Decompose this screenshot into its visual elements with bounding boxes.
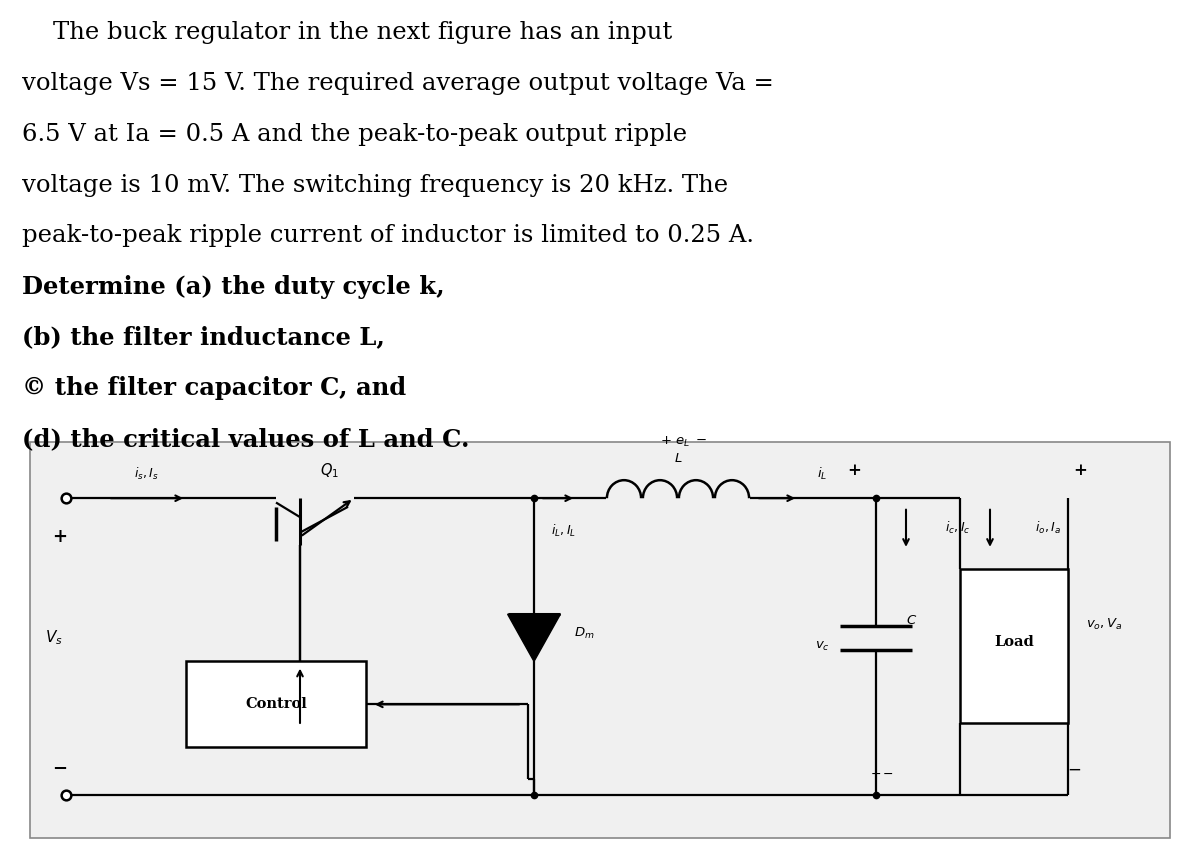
Text: $-$: $-$ [1067,760,1081,777]
Text: (b) the filter inductance L,: (b) the filter inductance L, [22,326,384,350]
Text: $i_{L}, I_{L}$: $i_{L}, I_{L}$ [552,523,576,539]
Text: © the filter capacitor C, and: © the filter capacitor C, and [22,376,406,400]
Text: $V_s$: $V_s$ [46,629,62,647]
Text: voltage is 10 mV. The switching frequency is 20 kHz. The: voltage is 10 mV. The switching frequenc… [22,174,727,197]
Text: $C$: $C$ [906,614,918,627]
Bar [30,442,1170,838]
Bar [186,661,366,747]
Text: $v_o, V_a$: $v_o, V_a$ [1086,618,1122,632]
Text: $i_c, I_c$: $i_c, I_c$ [944,521,971,536]
Text: $v_c$: $v_c$ [815,640,829,653]
Text: +: + [53,528,67,545]
Polygon shape [508,614,560,661]
Text: $Q_1$: $Q_1$ [320,461,340,480]
Text: $L$: $L$ [673,452,683,466]
Text: Control: Control [245,698,307,711]
Text: $+\ e_L\ -$: $+\ e_L\ -$ [660,436,708,449]
Text: $i_L$: $i_L$ [817,466,827,482]
Text: $--$: $--$ [870,766,894,780]
Text: peak-to-peak ripple current of inductor is limited to 0.25 A.: peak-to-peak ripple current of inductor … [22,224,754,247]
Text: −: − [53,760,67,777]
Text: 6.5 V at Ia = 0.5 A and the peak-to-peak output ripple: 6.5 V at Ia = 0.5 A and the peak-to-peak… [22,123,686,146]
Text: (d) the critical values of L and C.: (d) the critical values of L and C. [22,427,469,451]
Text: $D_m$: $D_m$ [574,626,595,641]
Text: $i_s, I_s$: $i_s, I_s$ [134,466,158,482]
Text: +: + [1073,462,1087,479]
Text: Load: Load [994,635,1034,649]
Text: voltage Vs = 15 V. The required average output voltage Va =: voltage Vs = 15 V. The required average … [22,72,774,95]
Text: $i_o, I_a$: $i_o, I_a$ [1034,521,1061,536]
Bar [960,570,1068,723]
Text: Determine (a) the duty cycle k,: Determine (a) the duty cycle k, [22,275,444,299]
Text: +: + [847,462,862,479]
Text: The buck regulator in the next figure has an input: The buck regulator in the next figure ha… [22,21,672,45]
